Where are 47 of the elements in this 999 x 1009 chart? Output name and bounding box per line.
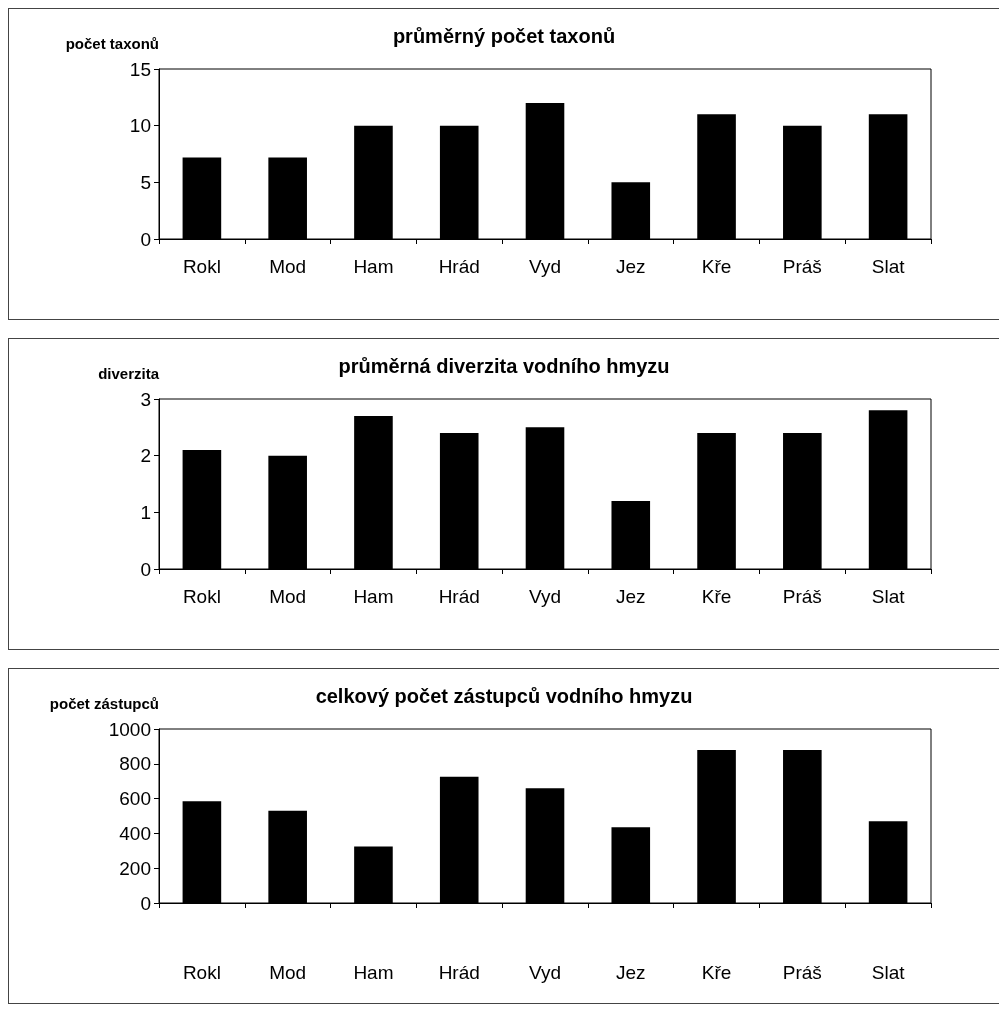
y-tick-label: 10 bbox=[129, 115, 151, 137]
x-tick-label: Vyd bbox=[528, 256, 562, 277]
chart-title: celkový počet zástupců vodního hmyzu bbox=[315, 685, 693, 707]
x-tick-label: Mod bbox=[269, 256, 307, 277]
y-tick-label: 200 bbox=[119, 857, 151, 879]
y-tick-label: 600 bbox=[119, 788, 151, 810]
chart-title: průměrný počet taxonů bbox=[392, 25, 616, 47]
y-tick-label: 0 bbox=[140, 558, 151, 580]
x-tick-label: Práš bbox=[782, 586, 822, 607]
chart-title: průměrná diverzita vodního hmyzu bbox=[338, 355, 670, 377]
x-tick-label: Ham bbox=[353, 586, 394, 607]
x-tick-label: Jez bbox=[615, 962, 646, 983]
x-tick-label: Jez bbox=[615, 586, 646, 607]
y-tick-label: 3 bbox=[140, 388, 151, 410]
x-tick-label: Práš bbox=[782, 962, 822, 983]
y-tick-label: 5 bbox=[140, 171, 151, 193]
x-tick-label: Slat bbox=[871, 962, 906, 983]
y-tick-label: 2 bbox=[140, 445, 151, 467]
y-axis-title: diverzita bbox=[98, 365, 160, 382]
y-tick-label: 800 bbox=[119, 753, 151, 775]
x-tick-label: Vyd bbox=[528, 962, 562, 983]
x-tick-label: Kře bbox=[701, 256, 732, 277]
y-tick-label: 1 bbox=[140, 501, 151, 523]
x-tick-label: Mod bbox=[269, 586, 307, 607]
x-tick-label: Rokl bbox=[182, 962, 221, 983]
y-tick-label: 0 bbox=[140, 892, 151, 914]
x-tick-label: Hrád bbox=[438, 586, 480, 607]
x-tick-label: Práš bbox=[782, 256, 822, 277]
x-tick-label: Vyd bbox=[528, 586, 562, 607]
y-tick-label: 15 bbox=[129, 58, 151, 80]
y-tick-label: 400 bbox=[119, 822, 151, 844]
y-tick-label: 1000 bbox=[108, 718, 151, 740]
x-tick-label: Ham bbox=[353, 962, 394, 983]
x-tick-label: Kře bbox=[701, 962, 732, 983]
y-axis-title: počet taxonů bbox=[65, 35, 159, 52]
x-tick-label: Hrád bbox=[438, 962, 480, 983]
x-tick-label: Rokl bbox=[182, 256, 221, 277]
x-tick-label: Jez bbox=[615, 256, 646, 277]
x-tick-label: Hrád bbox=[438, 256, 480, 277]
x-tick-label: Ham bbox=[353, 256, 394, 277]
x-tick-label: Rokl bbox=[182, 586, 221, 607]
x-tick-label: Kře bbox=[701, 586, 732, 607]
x-tick-label: Slat bbox=[871, 586, 906, 607]
x-tick-label: Mod bbox=[269, 962, 307, 983]
x-tick-label: Slat bbox=[871, 256, 906, 277]
y-axis-title: počet zástupců bbox=[49, 695, 159, 712]
y-tick-label: 0 bbox=[140, 228, 151, 250]
